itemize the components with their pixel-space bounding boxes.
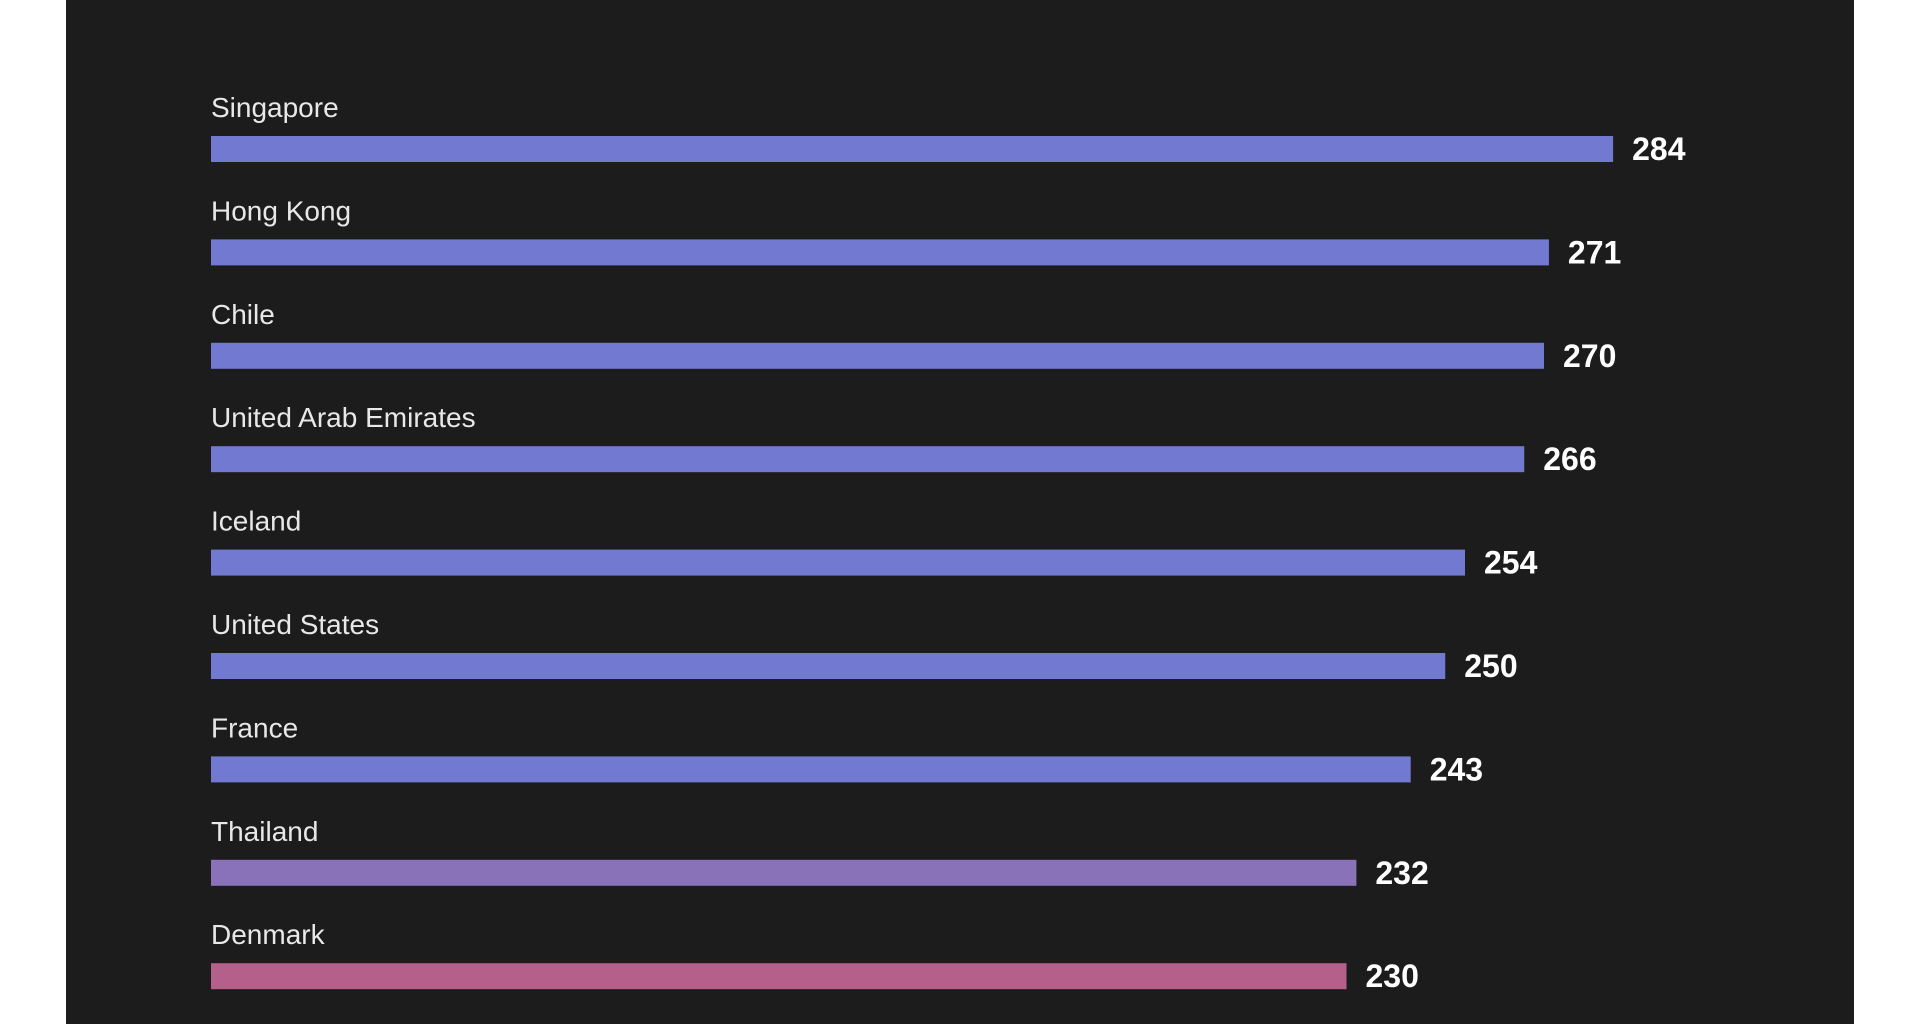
category-label: Iceland: [211, 506, 301, 537]
value-label: 254: [1484, 545, 1538, 581]
bar: [211, 963, 1347, 990]
bar: [211, 859, 1357, 886]
category-label: Hong Kong: [211, 195, 351, 226]
chart-panel: [66, 0, 1854, 1024]
bar: [211, 342, 1544, 369]
category-label: Chile: [211, 299, 275, 330]
bar: [211, 446, 1525, 473]
category-label: France: [211, 712, 298, 743]
bar: [211, 653, 1446, 679]
category-label: Denmark: [211, 919, 326, 950]
value-label: 270: [1563, 338, 1616, 374]
value-label: 271: [1568, 234, 1621, 270]
value-label: 232: [1375, 855, 1428, 891]
category-label: Singapore: [211, 92, 339, 123]
category-label: United States: [211, 609, 379, 640]
value-label: 284: [1632, 131, 1686, 167]
bar: [211, 549, 1465, 576]
value-label: 266: [1543, 441, 1596, 477]
category-label: United Arab Emirates: [211, 402, 476, 433]
category-label: Thailand: [211, 816, 318, 847]
bar: [211, 756, 1411, 783]
value-label: 230: [1366, 958, 1419, 994]
value-label: 250: [1464, 648, 1517, 684]
value-label: 243: [1430, 751, 1483, 787]
bar: [211, 239, 1549, 266]
bar: [211, 136, 1614, 162]
